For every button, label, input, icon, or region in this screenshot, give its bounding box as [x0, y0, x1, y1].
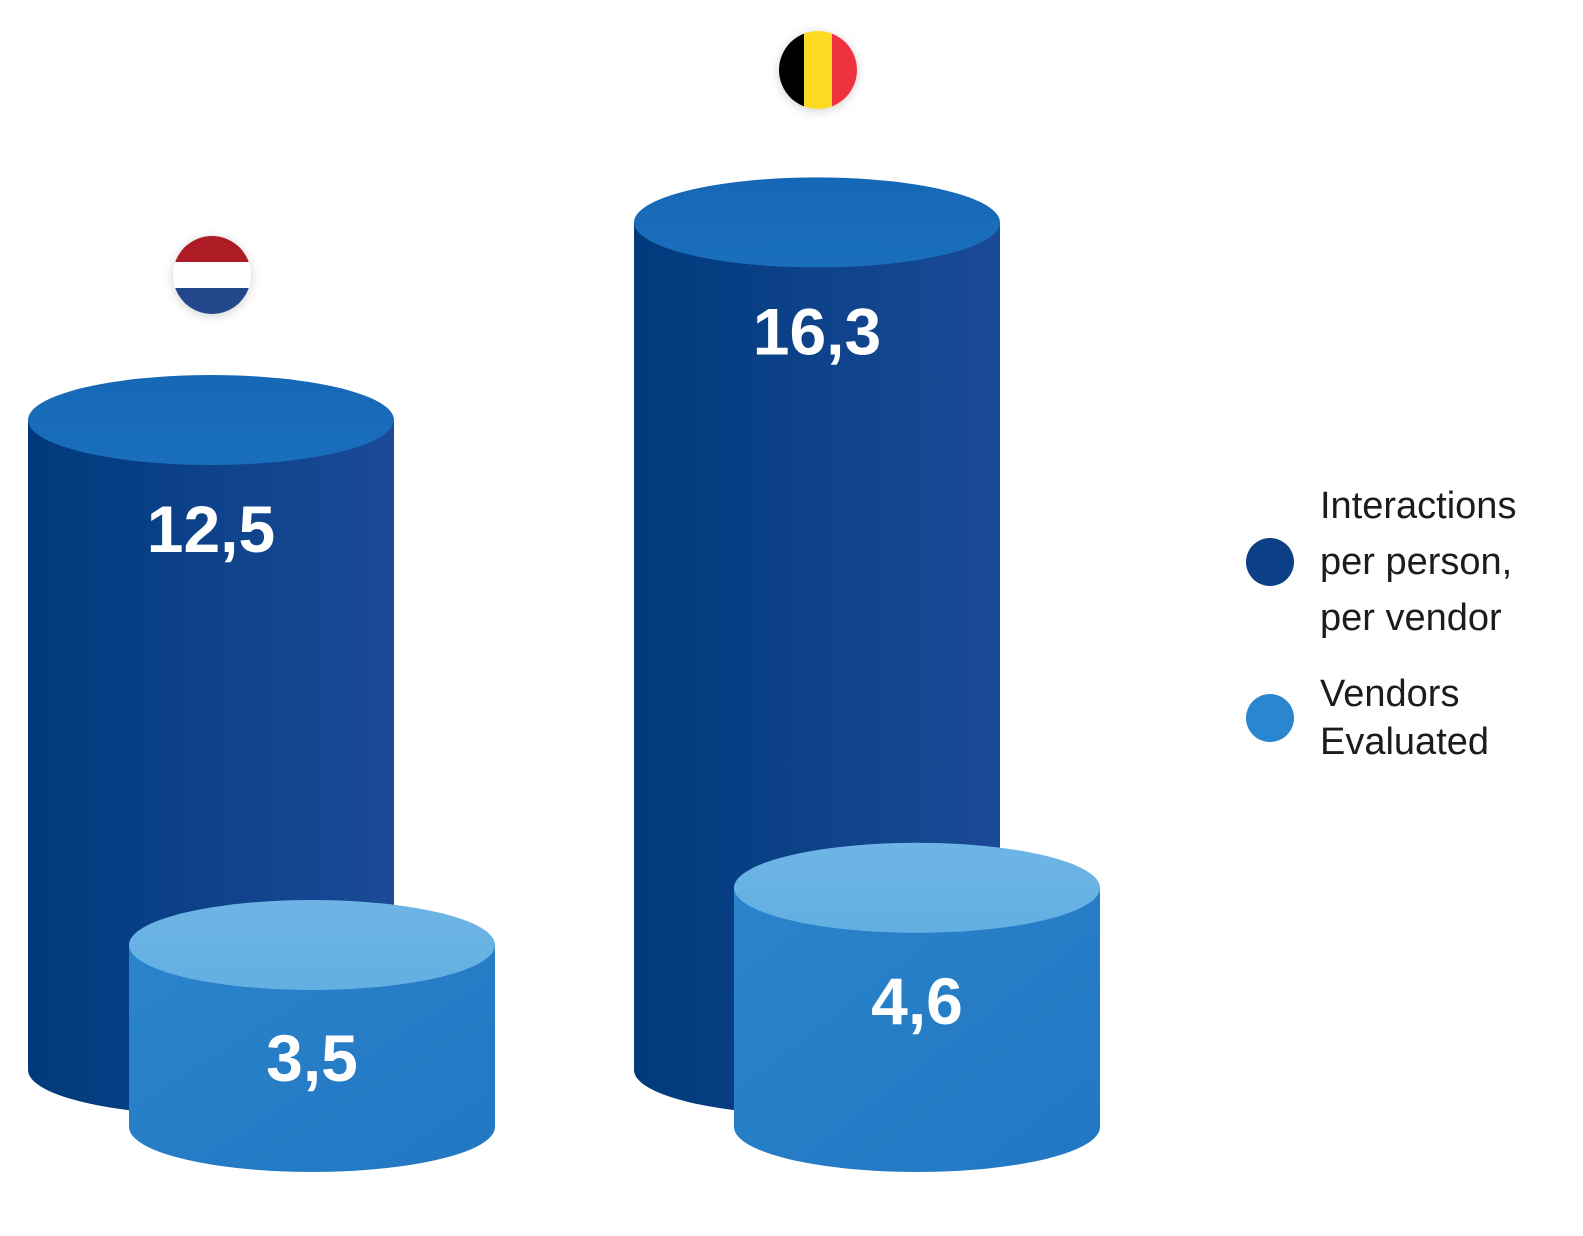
legend-swatch-vendors: [1246, 694, 1294, 742]
bar-interactions-0-value-label: 12,5: [147, 492, 275, 566]
chart-legend: Interactions per person, per vendor Vend…: [1246, 478, 1560, 766]
bar-vendors-0-value-label: 3,5: [266, 1021, 358, 1095]
legend-label-interactions: Interactions per person, per vendor: [1320, 485, 1517, 639]
bar-vendors-0: 3,5: [129, 900, 495, 1172]
netherlands-flag-icon: [173, 236, 251, 314]
bar-vendors-1: 4,6: [734, 842, 1100, 1172]
legend-label-vendors: Vendors Evaluated: [1320, 673, 1490, 763]
bar-interactions-1-top: [634, 177, 1000, 268]
legend-item-vendors: Vendors Evaluated: [1246, 670, 1560, 766]
legend-swatch-interactions: [1246, 538, 1294, 586]
bar-vendors-1-top: [734, 842, 1100, 933]
bar-interactions-0-top: [28, 375, 394, 465]
bar-vendors-1-value-label: 4,6: [871, 964, 963, 1038]
bar-vendors-1-body: [734, 887, 1100, 1172]
bar-interactions-1-value-label: 16,3: [753, 294, 881, 368]
bar-vendors-0-top: [129, 900, 495, 990]
legend-item-interactions: Interactions per person, per vendor: [1246, 478, 1560, 646]
belgium-flag-icon: [779, 31, 857, 109]
bar-vendors-0-body: [129, 945, 495, 1172]
